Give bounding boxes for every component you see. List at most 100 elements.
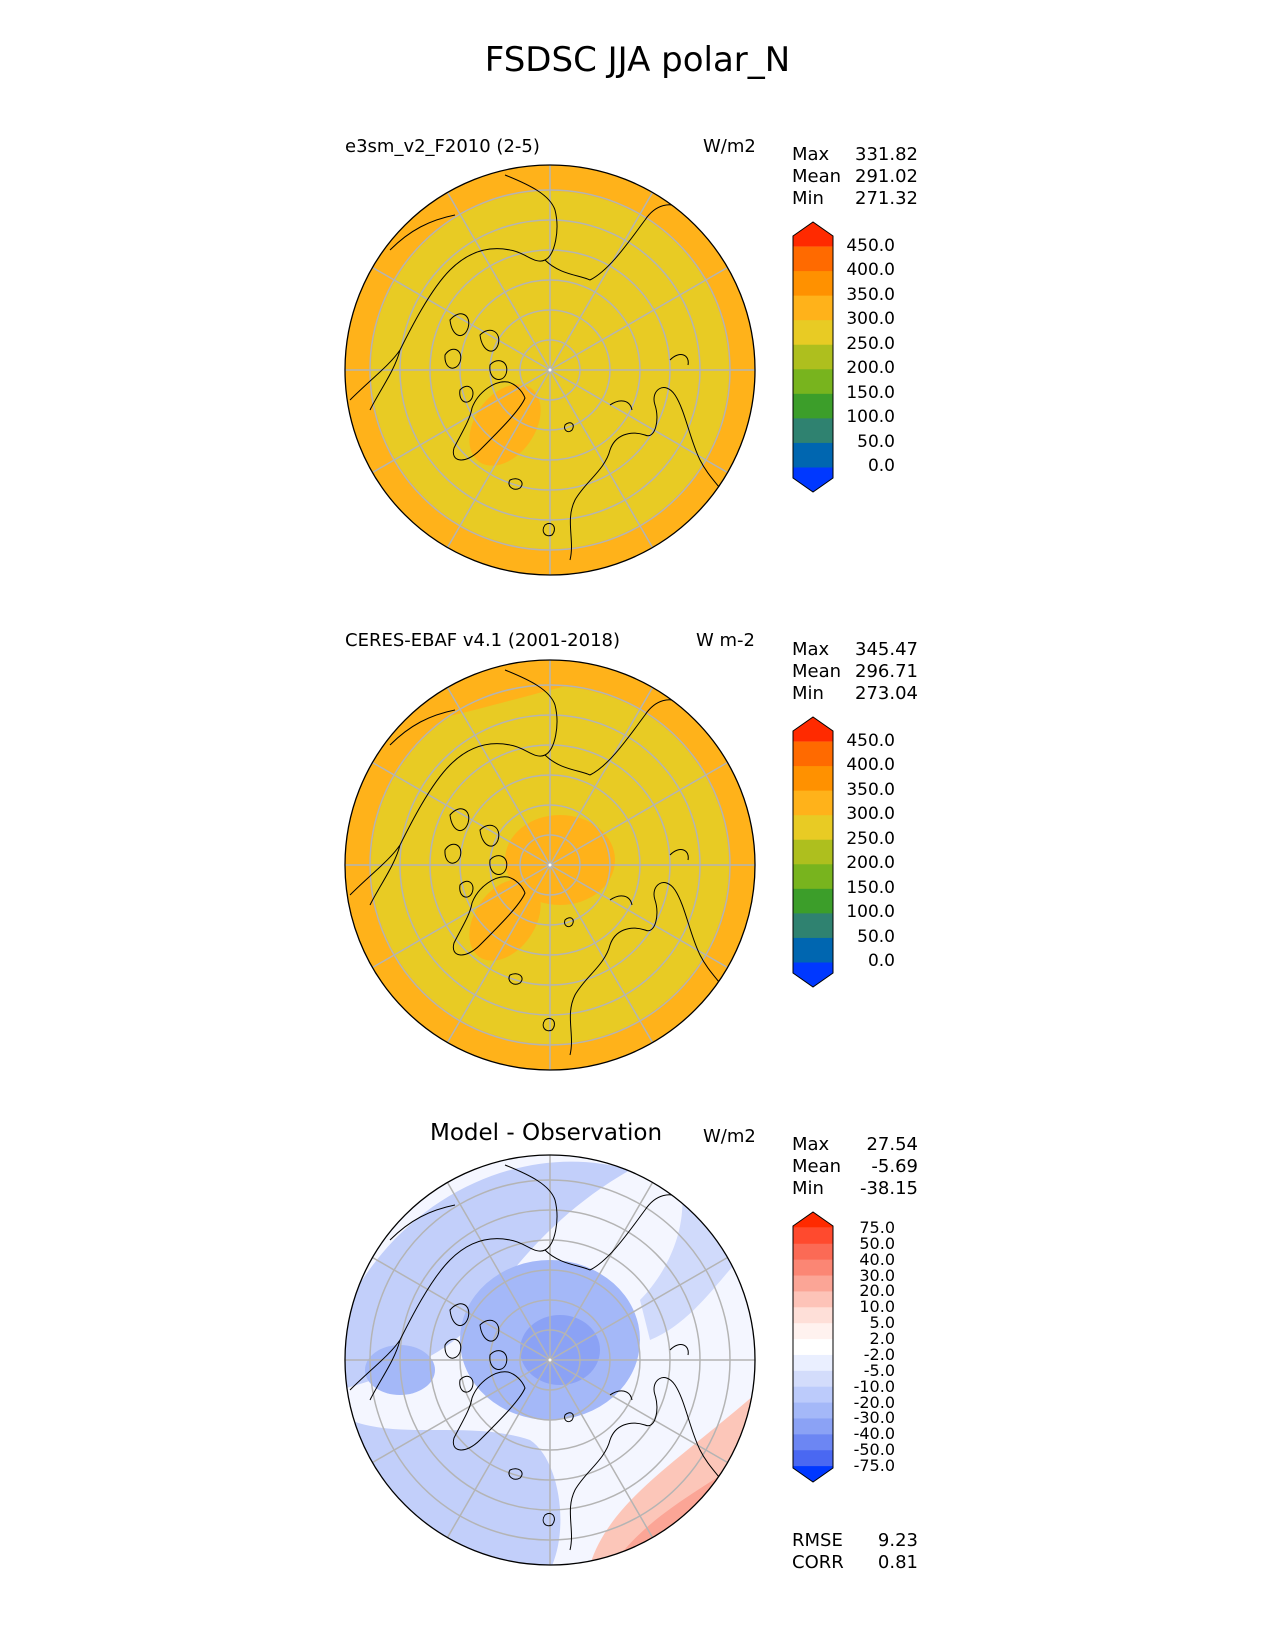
colorbar-extend-max (793, 222, 833, 247)
colorbar-segment (793, 1434, 833, 1451)
colorbar-tick-label: 300.0 (846, 309, 895, 330)
stat-value: 291.02 (855, 166, 918, 187)
colorbar-tick-label: -75.0 (853, 1456, 895, 1476)
colorbar-tick-label: 0.0 (867, 456, 895, 477)
colorbar-segment (793, 1323, 833, 1340)
units-obs: W m-2 (696, 630, 756, 651)
colorbar-segment (793, 937, 833, 963)
colorbar-tick-label: 100.0 (846, 407, 895, 428)
panel-title-diff: Model - Observation (430, 1120, 663, 1146)
colorbar-model (792, 221, 834, 493)
map-boundary (344, 659, 756, 1071)
colorbar-segment (793, 1291, 833, 1308)
stat-value: 331.82 (855, 144, 918, 165)
colorbar-tick-label: 250.0 (846, 828, 895, 849)
north-pole-marker (548, 863, 552, 867)
colorbar-segment (793, 1243, 833, 1261)
colorbar-tick-label: 5.0 (869, 1313, 895, 1333)
colorbar-tick-label: 450.0 (846, 730, 895, 751)
colorbar-segment (793, 295, 833, 321)
colorbar-extend-max (793, 717, 833, 742)
colorbar-segment (793, 790, 833, 816)
colorbar-tick-label: 30.0 (859, 1265, 895, 1285)
map-boundary (344, 164, 756, 576)
colorbar-segment (793, 1418, 833, 1435)
colorbar-segment (793, 393, 833, 419)
colorbar-tick-label: 400.0 (846, 260, 895, 281)
stat-value: 296.71 (855, 661, 918, 682)
stat-label: Mean (792, 661, 842, 682)
polar-map-model (344, 164, 756, 576)
colorbar-extend-min (793, 962, 833, 987)
stat-value: 273.04 (855, 683, 918, 704)
stat-label: Mean (792, 166, 842, 187)
units-model: W/m2 (703, 136, 756, 157)
stat-value: 271.32 (855, 188, 918, 209)
stat-label: Max (792, 1134, 830, 1155)
colorbar-tick-label: 0.0 (867, 951, 895, 972)
colorbar-segment (793, 864, 833, 890)
colorbar-tick-label: 50.0 (857, 926, 895, 947)
colorbar-tick-label: 75.0 (859, 1217, 895, 1237)
colorbar-tick-label: 40.0 (859, 1249, 895, 1269)
colorbar-tick-label: -40.0 (853, 1424, 895, 1444)
stat-label: Max (792, 639, 830, 660)
colorbar-segment (793, 1275, 833, 1292)
colorbar-segment (793, 344, 833, 370)
panel-title-obs: CERES-EBAF v4.1 (2001-2018) (345, 630, 621, 651)
field-patch (520, 1315, 600, 1385)
colorbar-tick-label: 200.0 (846, 358, 895, 379)
colorbar-tick-label: -5.0 (863, 1360, 895, 1380)
colorbar-segment (793, 1370, 833, 1388)
rmse-value: 9.23 (877, 1530, 918, 1551)
colorbar-segment (793, 418, 833, 444)
map-boundary (344, 1154, 756, 1566)
colorbar-tick-label: 300.0 (846, 804, 895, 825)
stat-label: Max (792, 144, 830, 165)
colorbar-extend-max (793, 1212, 833, 1228)
colorbar-segment (793, 1402, 833, 1419)
polar-map-diff (344, 1154, 756, 1566)
colorbar-tick-label: 2.0 (869, 1329, 895, 1349)
colorbar-segment (793, 1386, 833, 1404)
colorbar-tick-label: 10.0 (859, 1297, 895, 1317)
stat-label: Mean (792, 1156, 842, 1177)
colorbar-tick-label: 150.0 (846, 382, 895, 403)
colorbar-tick-label: 350.0 (846, 284, 895, 305)
colorbar-tick-label: -10.0 (853, 1376, 895, 1396)
colorbar-tick-label: -20.0 (853, 1392, 895, 1412)
colorbar-tick-label: 450.0 (846, 235, 895, 256)
colorbar-tick-label: 350.0 (846, 779, 895, 800)
colorbar-diff (792, 1211, 834, 1483)
colorbar-segment (793, 913, 833, 939)
colorbar-extend-min (793, 467, 833, 492)
colorbar-tick-label: 50.0 (859, 1233, 895, 1253)
north-pole-marker (548, 368, 552, 372)
colorbar-segment (793, 888, 833, 914)
colorbar-tick-label: 200.0 (846, 853, 895, 874)
stat-label: Min (792, 683, 824, 704)
colorbar-segment (793, 1354, 833, 1372)
colorbar-segment (793, 1339, 833, 1356)
corr-label: CORR (792, 1552, 844, 1573)
colorbar-outline (792, 716, 834, 988)
colorbar-segment (793, 1450, 833, 1467)
colorbar-segment (793, 766, 833, 792)
colorbar-tick-label: 150.0 (846, 877, 895, 898)
colorbar-tick-label: 20.0 (859, 1281, 895, 1301)
colorbar-segment (793, 320, 833, 346)
colorbar-segment (793, 271, 833, 297)
units-diff: W/m2 (703, 1126, 756, 1147)
graticule (345, 1155, 755, 1565)
colorbar-tick-label: 100.0 (846, 902, 895, 923)
polar-map-obs (344, 659, 756, 1071)
graticule (345, 165, 755, 575)
stat-label: Min (792, 1178, 824, 1199)
colorbar-outline (792, 221, 834, 493)
colorbar-segment (793, 246, 833, 272)
stat-value: -38.15 (859, 1178, 918, 1199)
colorbar-segment (793, 1259, 833, 1277)
colorbar-segment (793, 1307, 833, 1324)
colorbar-tick-label: -50.0 (853, 1440, 895, 1460)
